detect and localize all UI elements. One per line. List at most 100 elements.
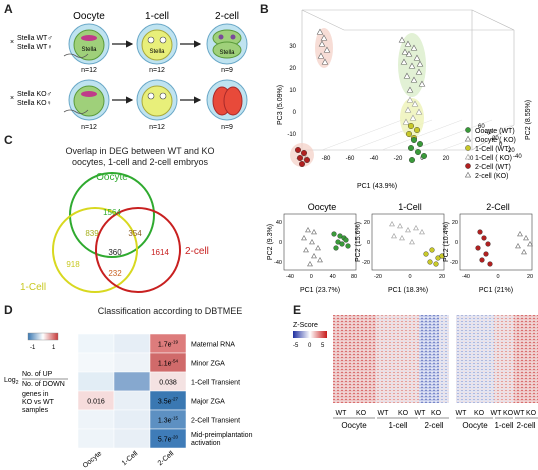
pca3d-point-oocyte-ko <box>406 86 414 93</box>
subplot-point-wt <box>439 253 445 259</box>
pc1-tick-labels: -100-80-60-40-2002040 <box>296 156 474 162</box>
pca3d-point-oocyte-ko <box>416 60 424 67</box>
zscore-tick-min: -5 <box>293 343 299 349</box>
pca3d-point-oocyte-ko <box>413 54 421 61</box>
legend-label: Oocyte (WT) <box>475 128 515 135</box>
heatmap-right <box>456 315 538 403</box>
pca-subplot: 1-Cell 20 0 -20 -20 0 20 PC1 (18.3%) PC2 (15.6%) <box>355 202 445 294</box>
pca3d-point-oocyte-ko <box>408 62 416 69</box>
pc3-tick: -10 <box>287 132 296 138</box>
pca3d-point-2cell-wt <box>295 146 302 153</box>
subplot-point-ko <box>301 234 307 241</box>
n-wt-oocyte: n=12 <box>81 67 97 74</box>
subplot-point-ko <box>409 238 415 245</box>
heatmap-wtko-label: KO <box>356 410 367 417</box>
pca3d-point-2cell-wt <box>297 154 304 161</box>
subplot-point-ko <box>303 246 309 253</box>
pca3d-point-2cell-ko <box>323 46 331 53</box>
venn-n-1c-2c: 232 <box>108 269 122 278</box>
axis-label-pc3: PC3 (5.09%) <box>277 85 284 125</box>
subplot-point-ko <box>391 232 397 239</box>
oocyte-ko-cell <box>68 79 110 121</box>
heatmap-wtko-label: WT <box>336 410 348 417</box>
subplot-point-ko <box>405 226 411 233</box>
venn-circle-1cell <box>52 207 138 293</box>
heatmap-colorbar <box>27 332 59 341</box>
pca3d-point-1cell-ko <box>406 96 414 103</box>
pc1-tick: 20 <box>443 156 450 162</box>
subplot-ytick: 0 <box>455 240 458 246</box>
legend-marker <box>465 127 471 133</box>
pca3d-point-1cell-ko <box>411 100 419 107</box>
heatmap-wtko-label: KO <box>398 410 409 417</box>
heatmap-cell <box>77 333 115 354</box>
subplot-ylabel: PC2 (9.3%) <box>267 224 274 260</box>
subplot-xtick: 0 <box>408 274 411 280</box>
stage-title-1cell: 1-cell <box>145 11 169 22</box>
legend-label: 1-Cell (WT) <box>475 146 511 153</box>
subplot-point-wt <box>331 231 337 237</box>
pca3d-point-1cell-ko <box>415 108 423 115</box>
pca3d-point-1cell-ko <box>404 106 412 113</box>
pca3d-point-1cell-wt <box>413 126 420 133</box>
subplot-point-wt <box>333 245 339 251</box>
pc2-tick: -20 <box>506 148 515 154</box>
pc1-tick: -40 <box>370 156 379 162</box>
heatmap-cell <box>113 428 151 449</box>
subplot-point-wt <box>479 257 485 263</box>
venn-n-1cell-only: 918 <box>66 260 80 269</box>
pca3d-point-oocyte-ko <box>415 68 423 75</box>
pca3d-point-oocyte-ko <box>410 44 418 51</box>
panel-label-e: E <box>293 303 302 317</box>
venn-title-line2: oocytes, 1-cell and 2-cell embryos <box>71 157 209 167</box>
pca3d-point-1cell-ko <box>402 118 410 125</box>
subplot-point-ko <box>389 220 395 227</box>
subplot-point-ko <box>517 230 523 237</box>
heatmap-row-label: activation <box>191 440 221 447</box>
stage-title-oocyte: Oocyte <box>73 11 105 22</box>
pc2-tick: 40 <box>485 130 492 136</box>
subplot-point-wt <box>487 261 493 267</box>
ylabel-den: No. of DOWN <box>22 381 65 388</box>
venn-set-2cell: 2-cell <box>185 246 209 257</box>
pca3d-point-oocyte-wt <box>416 140 423 147</box>
subplot-point-ko <box>515 242 521 249</box>
subplot-point-wt <box>485 241 491 247</box>
subplot-ytick: -20 <box>450 260 458 266</box>
heatmap-col-label: Oocyte <box>82 450 104 470</box>
legend-label: Oocyte ( KO) <box>475 137 516 144</box>
1cell-ko-cell <box>136 79 178 121</box>
subplot-point-wt <box>433 261 439 267</box>
heatmap-row-label: Mid-preimplantation <box>191 432 253 439</box>
heatmap-wtko-label: KO <box>474 410 485 417</box>
heatmap-stage-label: 1-cell <box>494 421 513 430</box>
subplot-point-ko <box>523 234 529 241</box>
subplot-xtick: 20 <box>439 274 445 280</box>
legend-marker <box>465 145 471 151</box>
pca3d-point-2cell-ko <box>321 58 329 65</box>
pca-subplot: 2-Cell 20 0 -20 -40 0 20 PC1 (21%) PC2 (10.4%) <box>443 202 533 294</box>
subplot-point-wt <box>481 235 487 241</box>
pca3d-point-oocyte-ko <box>400 58 408 65</box>
subplot-point-wt <box>423 251 429 257</box>
subplot-point-ko <box>315 244 321 251</box>
subplot-ytick: 40 <box>276 220 282 226</box>
stella-label-2cell: Stella <box>219 50 235 56</box>
stella-ko-female: Stella KO♀ <box>17 100 52 107</box>
subplot-point-ko <box>317 256 323 263</box>
pca-legend: Oocyte (WT) Oocyte ( KO) 1-Cell (WT) 1-Cell… <box>464 127 516 180</box>
subplot-point-ko <box>311 228 317 235</box>
venn-circle-2cell <box>95 207 181 293</box>
subplot-point-wt <box>477 229 483 235</box>
cross-symbol-ko: × <box>10 95 14 102</box>
pca3d-point-oocyte-wt <box>408 156 415 163</box>
n-wt-1cell: n=12 <box>149 67 165 74</box>
heatmap-wtko-label: KO <box>526 410 537 417</box>
heatmap-cell <box>113 333 151 354</box>
svg-text:Log2: Log2 <box>4 377 19 386</box>
pc1-tick: 0 <box>420 156 424 162</box>
heatmap-wtko-label: WT <box>514 410 526 417</box>
n-ko-2cell: n=9 <box>221 124 233 131</box>
subplot-point-ko <box>305 226 311 233</box>
